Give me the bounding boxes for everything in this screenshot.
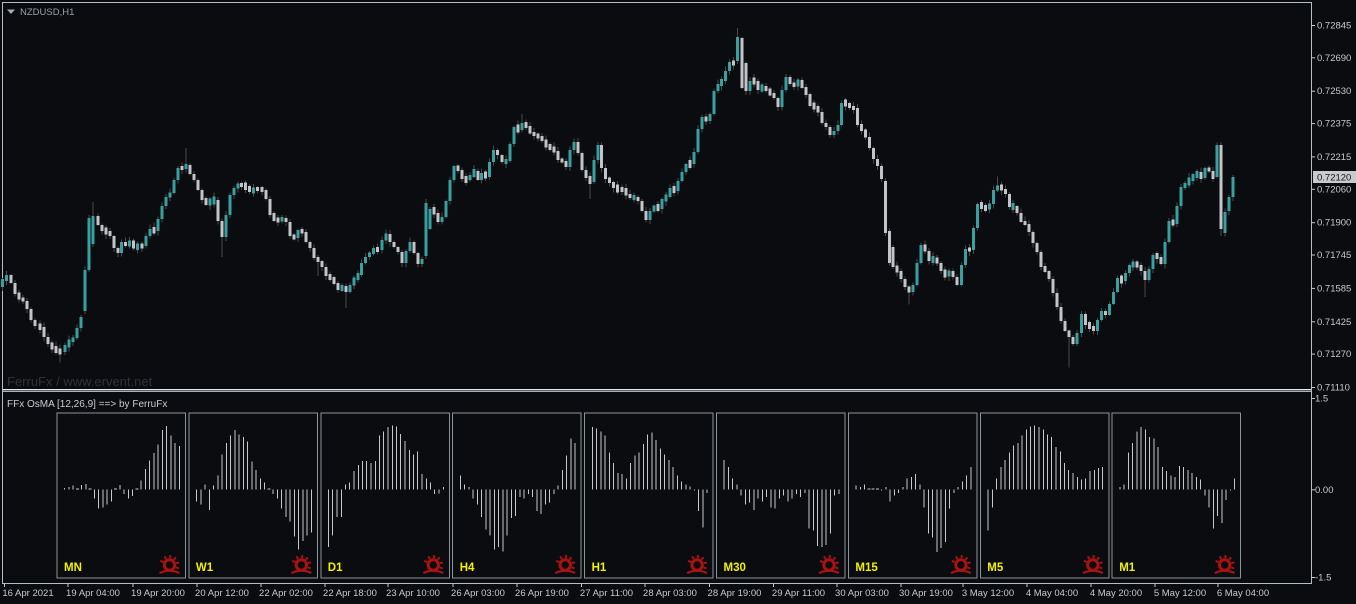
svg-text:19 Apr 04:00: 19 Apr 04:00 bbox=[66, 588, 120, 599]
svg-text:22 Apr 02:00: 22 Apr 02:00 bbox=[259, 588, 313, 599]
svg-text:0.71425: 0.71425 bbox=[1317, 317, 1351, 328]
svg-text:27 Apr 11:00: 27 Apr 11:00 bbox=[580, 588, 633, 599]
svg-text:0.72530: 0.72530 bbox=[1317, 86, 1351, 97]
svg-text:29 Apr 11:00: 29 Apr 11:00 bbox=[772, 588, 825, 599]
svg-text:20 Apr 12:00: 20 Apr 12:00 bbox=[195, 588, 249, 599]
svg-text:4 May 20:00: 4 May 20:00 bbox=[1090, 588, 1142, 599]
svg-text:FFx OsMA [12,26,9] ==> by Ferr: FFx OsMA [12,26,9] ==> by FerruFx bbox=[7, 399, 167, 410]
svg-text:0.72120: 0.72120 bbox=[1317, 173, 1351, 184]
svg-text:0.72215: 0.72215 bbox=[1317, 152, 1351, 163]
svg-text:M5: M5 bbox=[987, 562, 1004, 574]
svg-text:NZDUSD,H1: NZDUSD,H1 bbox=[20, 7, 74, 18]
svg-text:H1: H1 bbox=[592, 562, 607, 574]
svg-text:1.5: 1.5 bbox=[1315, 394, 1328, 405]
svg-text:22 Apr 18:00: 22 Apr 18:00 bbox=[323, 588, 377, 599]
svg-text:0.72375: 0.72375 bbox=[1317, 119, 1351, 130]
svg-text:30 Apr 19:00: 30 Apr 19:00 bbox=[899, 588, 953, 599]
svg-text:FerruFx / www.ervent.net: FerruFx / www.ervent.net bbox=[7, 374, 153, 389]
svg-text:28 Apr 19:00: 28 Apr 19:00 bbox=[708, 588, 762, 599]
svg-text:0.00: 0.00 bbox=[1315, 485, 1334, 496]
svg-text:H4: H4 bbox=[460, 562, 475, 574]
svg-text:M15: M15 bbox=[855, 562, 878, 574]
svg-text:28 Apr 03:00: 28 Apr 03:00 bbox=[643, 588, 697, 599]
svg-text:W1: W1 bbox=[196, 562, 214, 574]
svg-text:0.71110: 0.71110 bbox=[1317, 383, 1350, 394]
svg-text:D1: D1 bbox=[328, 562, 343, 574]
svg-text:M30: M30 bbox=[724, 562, 746, 574]
svg-text:6 May 04:00: 6 May 04:00 bbox=[1217, 588, 1269, 599]
svg-text:26 Apr 19:00: 26 Apr 19:00 bbox=[515, 588, 569, 599]
svg-text:MN: MN bbox=[64, 562, 82, 574]
svg-text:19 Apr 20:00: 19 Apr 20:00 bbox=[131, 588, 185, 599]
svg-text:0.72060: 0.72060 bbox=[1317, 184, 1351, 195]
svg-text:0.71270: 0.71270 bbox=[1317, 349, 1351, 360]
svg-text:30 Apr 03:00: 30 Apr 03:00 bbox=[835, 588, 889, 599]
svg-text:5 May 12:00: 5 May 12:00 bbox=[1154, 588, 1206, 599]
svg-text:0.72845: 0.72845 bbox=[1317, 21, 1351, 32]
svg-text:26 Apr 03:00: 26 Apr 03:00 bbox=[451, 588, 505, 599]
svg-text:4 May 04:00: 4 May 04:00 bbox=[1026, 588, 1078, 599]
svg-text:0.71900: 0.71900 bbox=[1317, 218, 1351, 229]
svg-text:0.71745: 0.71745 bbox=[1317, 250, 1351, 261]
svg-text:0.71585: 0.71585 bbox=[1317, 283, 1351, 294]
svg-text:3 May 12:00: 3 May 12:00 bbox=[962, 588, 1014, 599]
svg-text:0.72690: 0.72690 bbox=[1317, 53, 1351, 64]
svg-text:23 Apr 10:00: 23 Apr 10:00 bbox=[386, 588, 440, 599]
svg-text:M1: M1 bbox=[1119, 562, 1136, 574]
svg-text:16 Apr 2021: 16 Apr 2021 bbox=[2, 588, 53, 599]
svg-text:-1.5: -1.5 bbox=[1315, 573, 1331, 584]
